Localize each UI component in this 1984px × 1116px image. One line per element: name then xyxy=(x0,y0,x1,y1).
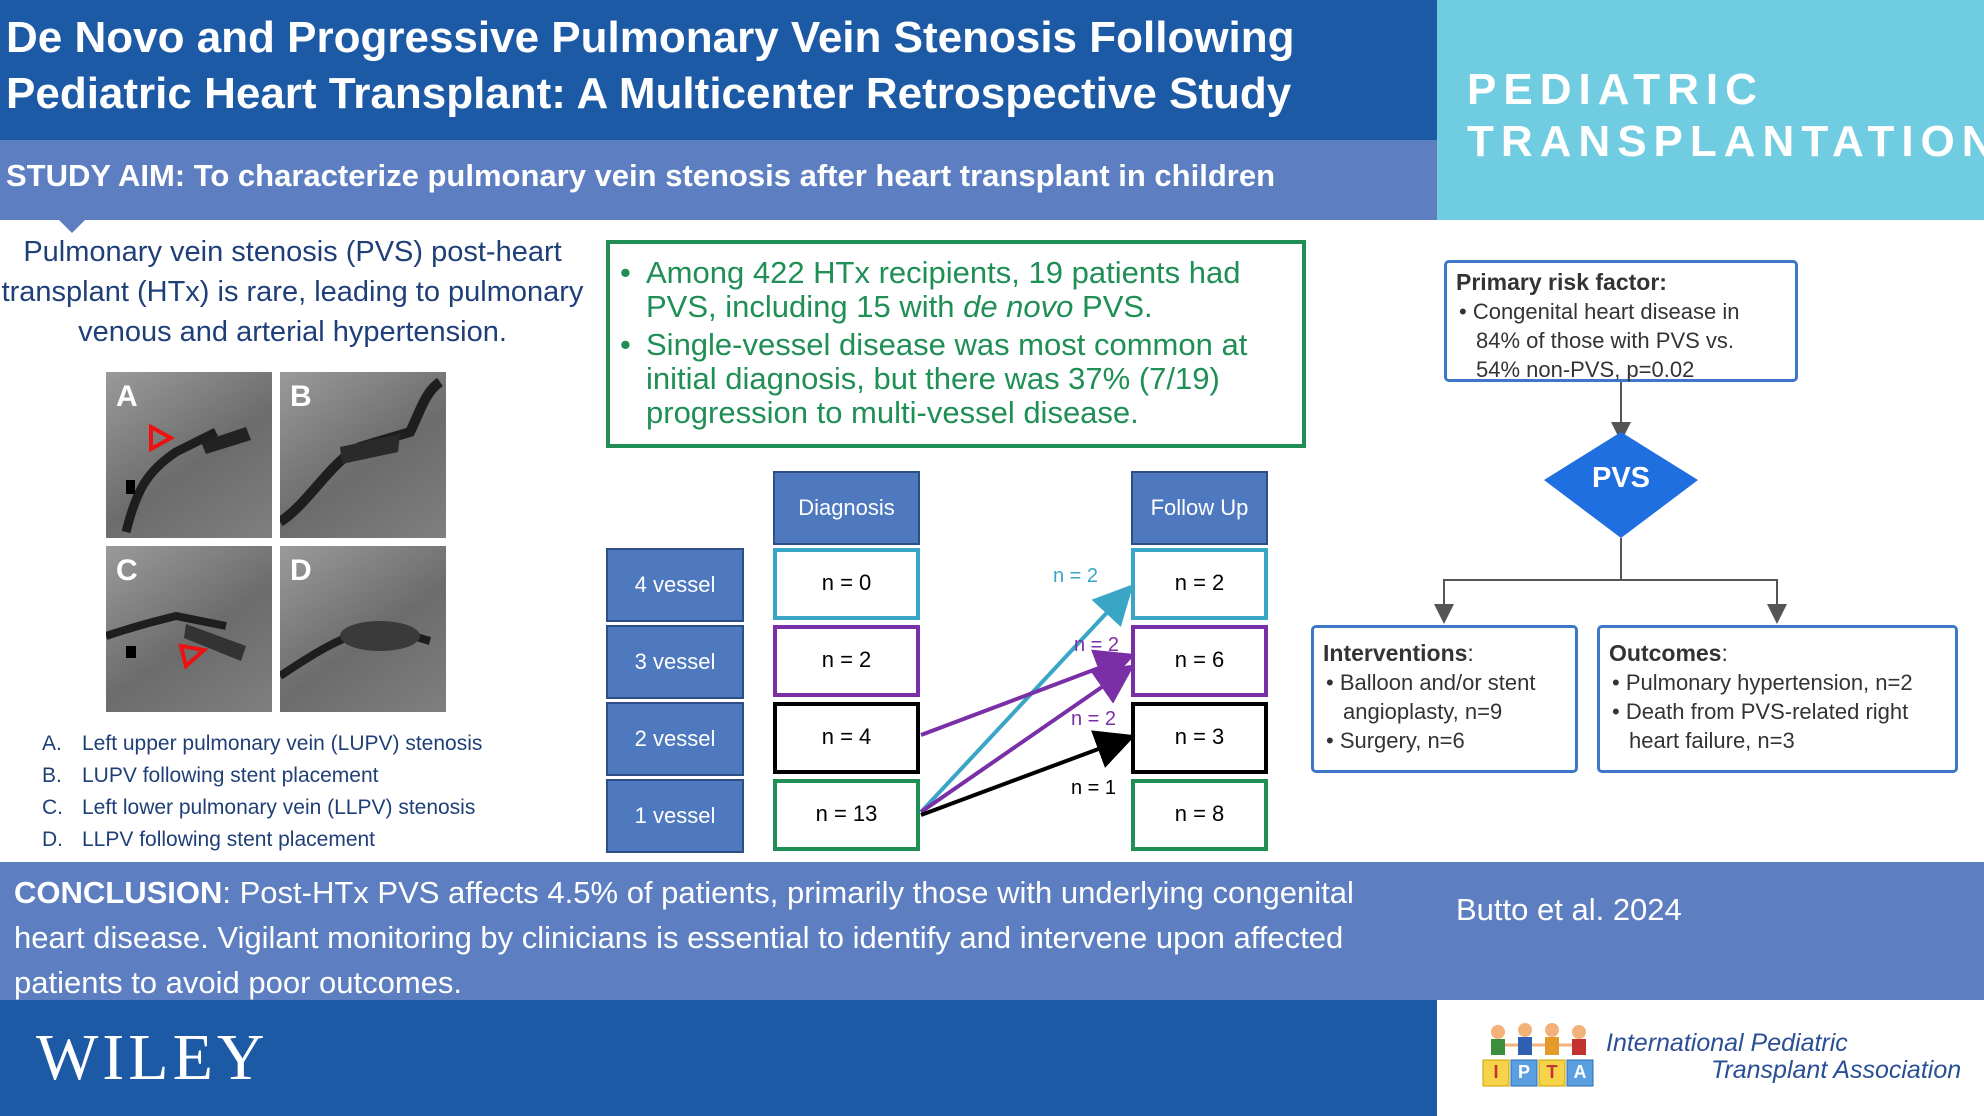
logo-letter: P xyxy=(1517,1062,1530,1082)
outcomes-line: heart failure, n=3 xyxy=(1629,728,1795,753)
angiogram-panel-b: B xyxy=(280,372,446,538)
diagnosis-cell-4-vessel: n = 0 xyxy=(773,548,920,620)
ipta-logo: I P T A xyxy=(1480,1020,1596,1090)
citation-panel xyxy=(1437,862,1984,1000)
legend-item: C. Left lower pulmonary vein (LLPV) steno… xyxy=(42,796,476,819)
angiogram-image-a xyxy=(121,423,251,534)
legend-item: D. LLPV following stent placement xyxy=(42,828,376,851)
ipta-children-icon xyxy=(1482,1023,1594,1087)
panel-label-b: B xyxy=(290,380,312,413)
outcomes-line: • Pulmonary hypertension, n=2 xyxy=(1612,670,1913,695)
flow-label-1-to-3: n = 2 xyxy=(1071,708,1117,730)
diagnosis-cell-3-vessel: n = 2 xyxy=(773,625,920,697)
risk-factor-title: Primary risk factor: xyxy=(1456,269,1667,295)
key-findings-box: • Among 422 HTx recipients, 19 patients … xyxy=(606,240,1306,448)
title-bar xyxy=(0,0,1437,140)
legend-item: B. LUPV following stent placement xyxy=(42,764,379,787)
panel-label-c: C xyxy=(116,554,138,587)
risk-factor-line: 54% non-PVS, p=0.02 xyxy=(1476,357,1695,382)
interventions-line: angioplasty, n=9 xyxy=(1343,699,1503,724)
finding-2: • Single-vessel disease was most common … xyxy=(620,327,1248,430)
followup-cell-1-vessel: n = 8 xyxy=(1131,779,1268,851)
followup-cell-2-vessel: n = 3 xyxy=(1131,702,1268,774)
interventions-title: Interventions: xyxy=(1323,640,1474,666)
angiogram-image-d xyxy=(280,621,432,680)
followup-header: Follow Up xyxy=(1131,471,1268,545)
connector-pvs-to-outcomes xyxy=(1621,579,1787,624)
followup-cell-4-vessel: n = 2 xyxy=(1131,548,1268,620)
row-label-4-vessel: 4 vessel xyxy=(606,548,744,622)
interventions-line: • Balloon and/or stent xyxy=(1326,670,1536,695)
risk-factor-line: • Congenital heart disease in xyxy=(1459,299,1740,324)
interventions-box: Interventions: • Balloon and/or stent an… xyxy=(1311,625,1578,773)
journal-name: PEDIATRIC TRANSPLANTATION xyxy=(1467,65,1984,166)
outcomes-title: Outcomes: xyxy=(1609,640,1728,666)
flow-arrow-1-to-4 xyxy=(919,584,1134,814)
diagnosis-header: Diagnosis xyxy=(773,471,920,545)
association-name: International Pediatric Transplant Assoc… xyxy=(1606,1030,1961,1084)
row-label-3-vessel: 3 vessel xyxy=(606,625,744,699)
flow-label-1-to-4: n = 2 xyxy=(1053,565,1099,587)
angiogram-image-b xyxy=(280,377,444,527)
connector-pvs-to-interventions xyxy=(1434,538,1622,624)
page-title: De Novo and Progressive Pulmonary Vein S… xyxy=(6,13,1295,118)
outcomes-line: • Death from PVS-related right xyxy=(1612,699,1909,724)
journal-panel xyxy=(1437,0,1984,220)
interventions-line: • Surgery, n=6 xyxy=(1326,728,1465,753)
bullet-icon: • xyxy=(620,255,631,290)
panel-label-a: A xyxy=(116,380,138,413)
flow-arrow-1-to-3 xyxy=(919,664,1135,814)
intro-text: Pulmonary vein stenosis (PVS) post-heart… xyxy=(1,236,584,348)
association-name-line: Transplant Association xyxy=(1711,1056,1962,1084)
flow-arrow-1-to-2 xyxy=(920,730,1136,817)
study-aim-text: STUDY AIM: To characterize pulmonary vei… xyxy=(6,158,1276,193)
stenosis-arrow-icon xyxy=(178,643,209,670)
association-name-line: International Pediatric xyxy=(1606,1029,1848,1057)
risk-factor-box: Primary risk factor: • Congenital heart … xyxy=(1444,260,1798,382)
finding-1: • Among 422 HTx recipients, 19 patients … xyxy=(620,255,1241,324)
aim-notch xyxy=(58,219,86,233)
panel-label-d: D xyxy=(290,554,312,587)
citation: Butto et al. 2024 xyxy=(1456,892,1682,927)
flow-label-1-to-2: n = 1 xyxy=(1071,777,1117,799)
risk-factor-line: 84% of those with PVS vs. xyxy=(1476,328,1735,353)
followup-cell-3-vessel: n = 6 xyxy=(1131,625,1268,697)
logo-letter: I xyxy=(1493,1062,1499,1082)
pvs-diamond xyxy=(1544,432,1698,538)
conclusion-text: CONCLUSION: Post-HTx PVS affects 4.5% of… xyxy=(14,875,1354,1000)
angiogram-panel-c: C xyxy=(106,546,272,712)
bullet-icon: • xyxy=(620,327,631,362)
legend-item: A. Left upper pulmonary vein (LUPV) steno… xyxy=(42,732,483,755)
angiogram-image-c xyxy=(106,611,246,670)
pvs-diamond-label: PVS xyxy=(1591,462,1651,494)
diagnosis-cell-2-vessel: n = 4 xyxy=(773,702,920,774)
row-label-2-vessel: 2 vessel xyxy=(606,702,744,776)
stenosis-arrow-icon xyxy=(149,423,176,453)
outcomes-box: Outcomes: • Pulmonary hypertension, n=2 … xyxy=(1597,625,1958,773)
flow-label-2-to-3: n = 2 xyxy=(1074,634,1120,656)
publisher-logo: WILEY xyxy=(36,1021,269,1094)
panel-legend: A. Left upper pulmonary vein (LUPV) steno… xyxy=(42,728,482,856)
conclusion-bar xyxy=(0,862,1437,1000)
angiogram-panel-a: A xyxy=(106,372,272,538)
study-aim-bar xyxy=(0,140,1437,220)
logo-letter: T xyxy=(1546,1062,1558,1082)
diagnosis-cell-1-vessel: n = 13 xyxy=(773,779,920,851)
row-label-1-vessel: 1 vessel xyxy=(606,779,744,853)
logo-letter: A xyxy=(1573,1062,1587,1082)
footer-bar xyxy=(0,1000,1437,1116)
angiogram-panel-d: D xyxy=(280,546,446,712)
